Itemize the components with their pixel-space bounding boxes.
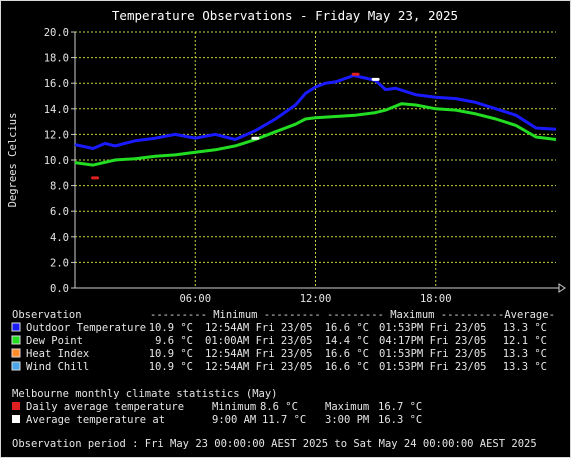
x-tick-label: 12:00 [300,293,332,305]
stats-avg: 13.3 °C [503,322,547,334]
y-tick-label: 2.0 [50,257,69,269]
climate-avg-time1: 9:00 AM [212,414,256,426]
y-tick-label: 16.0 [44,78,69,90]
stats-max: 16.6 °C [325,322,369,334]
stats-avg: 13.3 °C [503,361,547,373]
y-tick-label: 0.0 [50,283,69,295]
y-tick-label: 10.0 [44,155,69,167]
climate-daily-max-label: Maximum [325,401,369,413]
climate-daily-max: 16.7 °C [378,401,422,413]
stats-max: 16.6 °C [325,361,369,373]
stats-min: 10.9 °C [149,361,193,373]
climate-point-marker [371,77,380,81]
stats-name: Dew Point [26,335,83,347]
climate-avg-val2: 16.3 °C [378,414,422,426]
series-line-dew-point [74,102,557,167]
stats-min: 10.9 °C [149,322,193,334]
x-axis-arrow [558,283,566,293]
y-tick-label: 8.0 [50,181,69,193]
stats-min: 9.6 °C [155,335,193,347]
stats-max: 14.4 °C [325,335,369,347]
chart-title: Temperature Observations - Friday May 23… [112,8,458,23]
climate-daily-swatch [12,402,20,410]
climate-avg-val1: 11.7 °C [262,414,306,426]
stats-header-observation: Observation [12,309,82,321]
climate-daily-label: Daily average temperature [26,401,184,413]
y-tick-label: 14.0 [44,104,69,116]
climate-point-marker [251,136,260,140]
stats-min-time: 12:54AM Fri 23/05 [205,361,312,373]
stats-avg: 13.3 °C [503,348,547,360]
stats-min-time: 12:54AM Fri 23/05 [205,322,312,334]
y-tick-label: 12.0 [44,129,69,141]
stats-swatch [11,335,21,345]
y-tick-label: 6.0 [50,206,69,218]
stats-min: 10.9 °C [149,348,193,360]
y-axis-label: Degrees Celcius [7,113,19,208]
stats-avg: 12.1 °C [503,335,547,347]
stats-header-minimum: --------- Minimum --------- [150,309,321,321]
x-tick-label: 18:00 [420,293,452,305]
observation-period: Observation period : Fri May 23 00:00:00… [12,438,537,450]
climate-avg-label: Average temperature at [26,414,165,426]
stats-name: Heat Index [26,348,89,360]
y-tick-label: 4.0 [50,232,69,244]
climate-average-marker [351,72,360,76]
climate-daily-min-label: Minimum [212,401,256,413]
stats-swatch [11,361,21,371]
stats-max: 16.6 °C [325,348,369,360]
stats-name: Outdoor Temperature [26,322,146,334]
climate-avg-time2: 3:00 PM [325,414,369,426]
stats-header-average: -Average- [498,309,555,321]
stats-max-time: 01:53PM Fri 23/05 [379,361,486,373]
climate-average-marker [91,176,100,180]
y-tick-label: 20.0 [44,27,69,39]
stats-max-time: 01:53PM Fri 23/05 [379,348,486,360]
stats-min-time: 01:00AM Fri 23/05 [205,335,312,347]
climate-header: Melbourne monthly climate statistics (Ma… [12,388,278,400]
stats-name: Wind Chill [26,361,89,373]
stats-max-time: 01:53PM Fri 23/05 [379,322,486,334]
y-tick-label: 18.0 [44,53,69,65]
stats-swatch [11,348,21,358]
stats-min-time: 12:54AM Fri 23/05 [205,348,312,360]
climate-avg-swatch [12,415,20,423]
stats-max-time: 04:17PM Fri 23/05 [379,335,486,347]
series-line-outdoor-temperature [74,74,557,150]
x-tick-label: 06:00 [179,293,211,305]
stats-header-maximum: --------- Maximum --------- [327,309,498,321]
stats-swatch [11,322,21,332]
climate-daily-min: 8.6 °C [260,401,298,413]
